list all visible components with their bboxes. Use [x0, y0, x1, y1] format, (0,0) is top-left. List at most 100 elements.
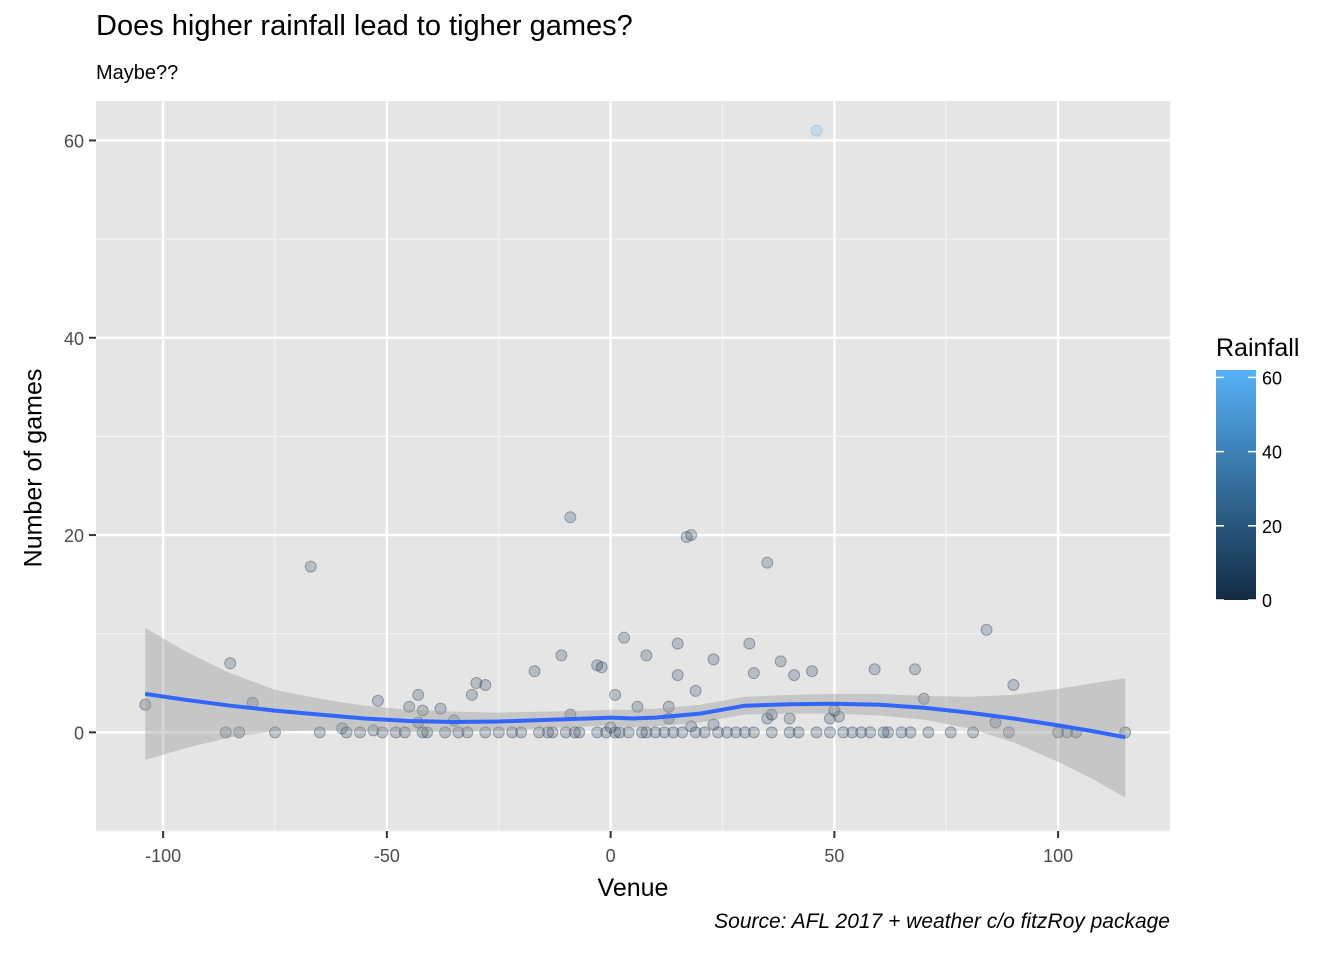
data-point: [139, 698, 152, 711]
data-point: [671, 637, 684, 650]
data-point: [783, 712, 796, 725]
data-point: [421, 726, 434, 739]
data-point: [403, 700, 416, 713]
data-point: [738, 726, 751, 739]
data-point: [882, 726, 895, 739]
x-tick-label: -50: [374, 846, 400, 866]
y-tick-label: 60: [64, 131, 84, 151]
data-point: [837, 726, 850, 739]
data-point: [452, 726, 465, 739]
data-point: [649, 726, 662, 739]
data-point: [658, 726, 671, 739]
data-point: [967, 726, 980, 739]
x-tick-label: 0: [606, 846, 616, 866]
confidence-band: [145, 627, 1126, 798]
data-point: [685, 529, 698, 542]
legend-tick-label: 20: [1262, 517, 1282, 537]
data-point: [765, 726, 778, 739]
data-point: [622, 726, 635, 739]
data-point: [792, 726, 805, 739]
data-point: [707, 653, 720, 666]
data-point: [640, 649, 653, 662]
data-point: [685, 720, 698, 733]
data-point: [680, 531, 693, 544]
data-point: [479, 679, 492, 691]
data-point: [761, 556, 774, 569]
data-point: [492, 726, 505, 739]
data-point: [676, 726, 689, 739]
data-point: [412, 688, 425, 701]
data-point: [707, 718, 720, 731]
data-point: [470, 677, 483, 690]
smooth-line: [144, 691, 1126, 740]
y-axis-label: Number of games: [19, 368, 48, 568]
data-point: [568, 726, 581, 739]
data-point: [810, 726, 823, 739]
data-point: [376, 726, 389, 739]
chart-subtitle: Maybe??: [96, 62, 179, 84]
data-point: [618, 631, 631, 644]
data-point: [609, 688, 622, 701]
data-point: [832, 710, 845, 723]
data-point: [465, 688, 478, 701]
data-point: [864, 726, 877, 739]
data-point: [743, 637, 756, 650]
data-point: [747, 726, 760, 739]
data-point: [895, 726, 908, 739]
data-point: [533, 726, 546, 739]
data-point: [689, 684, 702, 697]
data-point: [371, 694, 384, 707]
data-point: [416, 704, 429, 717]
x-axis-label: Venue: [597, 874, 669, 902]
data-point: [944, 726, 957, 739]
data-point: [591, 726, 604, 739]
data-point: [868, 663, 881, 676]
data-point: [595, 661, 608, 674]
data-point: [904, 726, 917, 739]
data-point: [855, 726, 868, 739]
data-point: [613, 726, 626, 739]
data-point: [600, 726, 613, 739]
data-point: [720, 726, 733, 739]
data-point: [515, 726, 528, 739]
x-tick-label: 100: [1043, 846, 1073, 866]
y-tick-label: 20: [64, 526, 84, 546]
data-point: [823, 726, 836, 739]
data-point: [729, 726, 742, 739]
data-point: [783, 726, 796, 739]
data-point: [559, 726, 572, 739]
data-point: [389, 726, 402, 739]
data-point: [269, 726, 281, 739]
data-point: [541, 726, 554, 739]
data-point: [528, 665, 541, 678]
data-point: [367, 724, 380, 737]
data-point: [461, 726, 474, 739]
chart-caption: Source: AFL 2017 + weather c/o fitzRoy p…: [714, 910, 1170, 933]
data-point: [635, 726, 648, 739]
data-point: [980, 623, 993, 636]
data-point: [398, 726, 411, 739]
data-point: [774, 655, 787, 668]
data-point: [434, 702, 447, 715]
data-point: [336, 722, 349, 735]
data-point: [354, 726, 367, 739]
data-point: [604, 721, 617, 734]
legend-tick-label: 0: [1262, 591, 1272, 611]
legend-tick-label: 40: [1262, 443, 1282, 463]
data-point: [233, 726, 246, 739]
legend-title: Rainfall: [1216, 334, 1300, 362]
data-point: [640, 726, 653, 739]
data-point: [1002, 726, 1015, 739]
data-point: [340, 726, 353, 739]
data-point: [846, 726, 859, 739]
data-point: [712, 726, 725, 739]
data-point: [479, 726, 492, 739]
data-point: [416, 726, 429, 739]
legend-tick-label: 60: [1262, 368, 1282, 388]
data-point: [765, 708, 778, 721]
data-point: [671, 669, 684, 682]
data-point: [219, 726, 232, 739]
data-point: [823, 712, 836, 725]
data-point: [662, 700, 675, 713]
